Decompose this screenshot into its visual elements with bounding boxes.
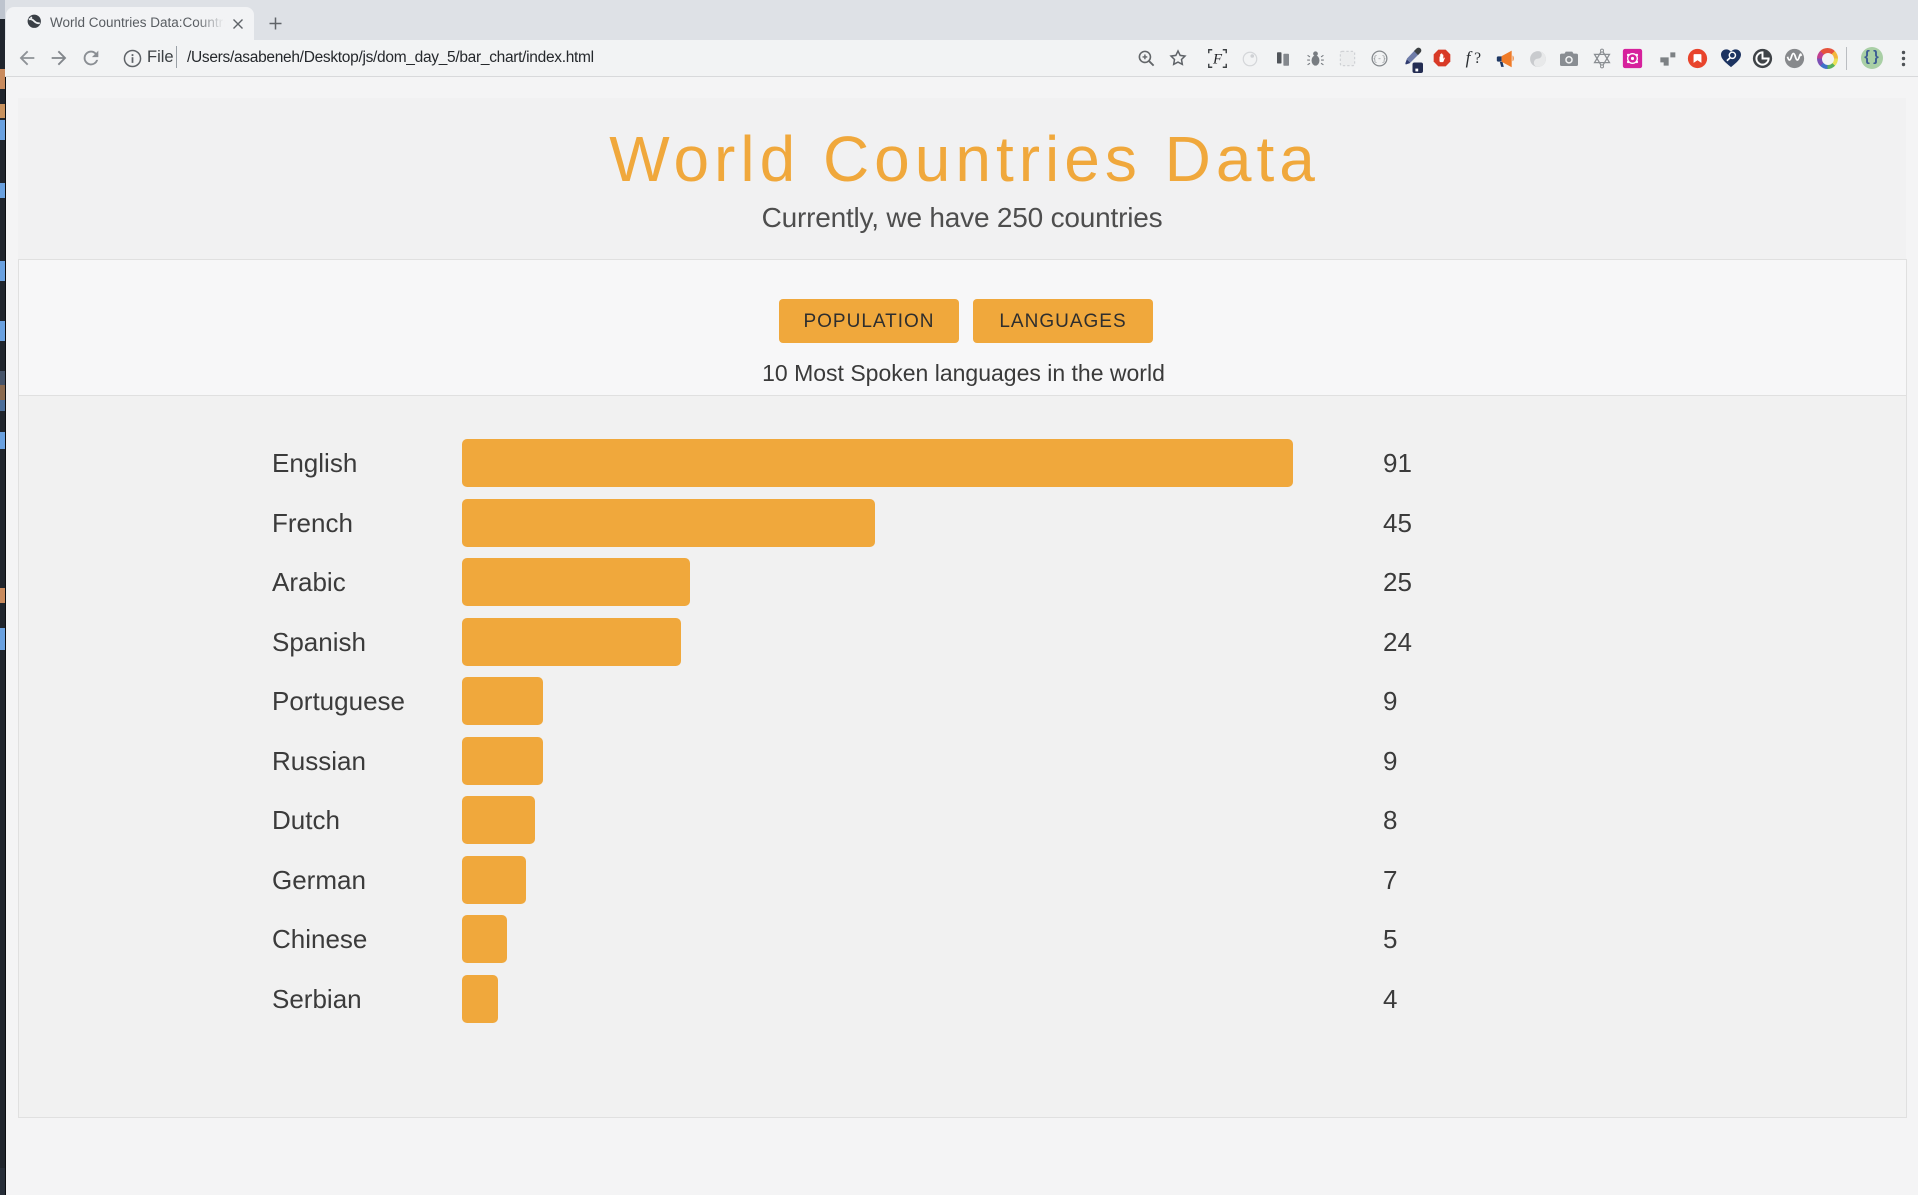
svg-text:F: F xyxy=(1212,51,1223,67)
svg-text:{-}: {-} xyxy=(1373,56,1387,64)
svg-text:f: f xyxy=(1466,48,1473,68)
svg-text:?: ? xyxy=(1474,50,1481,67)
